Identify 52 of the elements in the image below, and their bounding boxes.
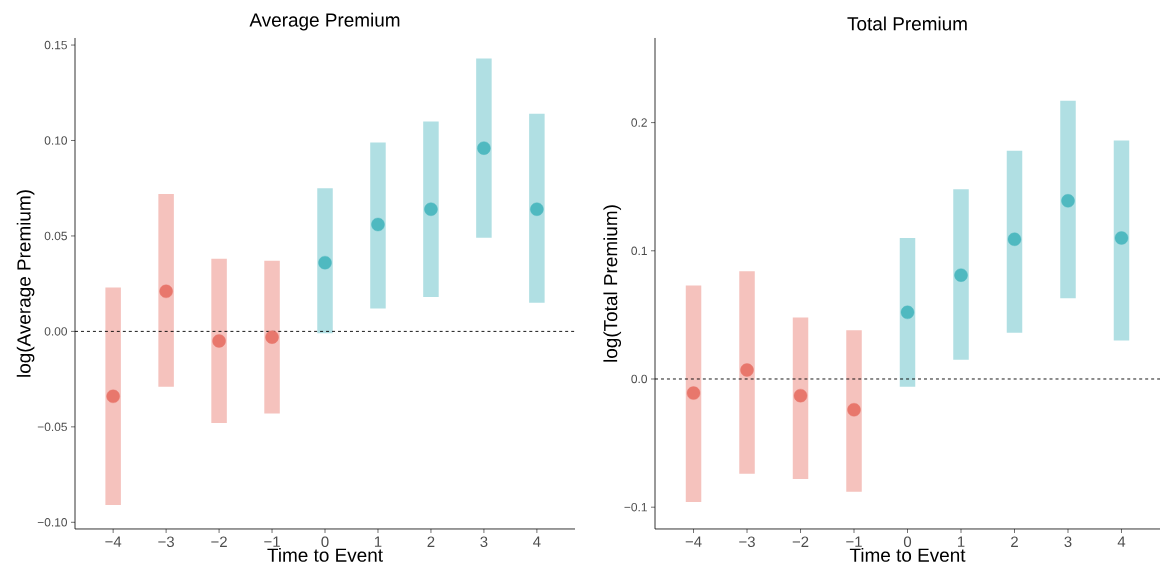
x-tick-label: 2 <box>427 536 435 547</box>
x-tick-label: −4 <box>685 536 702 547</box>
x-tick-label: 0 <box>903 536 912 548</box>
x-tick-label: 2 <box>1011 536 1018 547</box>
x-tick-label: −4 <box>105 536 122 547</box>
x-tick-label: −2 <box>792 536 809 547</box>
x-tick-label: 0 <box>321 536 329 548</box>
x-axis-title: Time to Event <box>267 547 383 562</box>
point <box>265 330 279 344</box>
y-tick-label: 0.0 <box>631 374 648 384</box>
x-tick-label: 4 <box>1117 536 1126 547</box>
y-tick-label: 0.1 <box>631 246 647 256</box>
point <box>371 217 385 232</box>
y-tick-label: 0.10 <box>44 136 68 145</box>
point <box>954 268 968 282</box>
point <box>847 403 861 417</box>
x-tick-label: −3 <box>739 536 755 548</box>
point <box>318 255 332 270</box>
point <box>793 388 808 403</box>
point <box>212 334 226 348</box>
x-tick-label: 1 <box>374 536 382 547</box>
point <box>1061 194 1075 208</box>
x-tick-label: 1 <box>957 536 965 547</box>
y-tick-label: 0.15 <box>44 40 67 50</box>
y-tick-label: 0.2 <box>631 118 647 127</box>
point <box>424 202 438 216</box>
point <box>159 284 173 299</box>
x-tick-label: −1 <box>846 536 862 547</box>
y-tick-label: 0.00 <box>44 327 68 336</box>
point <box>1114 231 1129 245</box>
y-tick-label: −0.10 <box>37 518 68 527</box>
y-axis-title: log(Total Premium) <box>603 205 622 362</box>
x-tick-label: 3 <box>1064 536 1072 548</box>
chart-title: Total Premium <box>847 16 967 31</box>
y-tick-label: −0.05 <box>37 422 67 432</box>
point <box>1007 232 1022 246</box>
point <box>530 202 544 216</box>
y-tick-label: −0.1 <box>624 502 647 512</box>
point <box>740 363 754 377</box>
y-tick-label: 0.05 <box>44 231 67 241</box>
point <box>686 386 701 400</box>
x-tick-label: −2 <box>211 536 227 547</box>
x-tick-label: −3 <box>158 536 174 548</box>
x-tick-label: 4 <box>533 536 541 547</box>
x-axis-title: Time to Event <box>849 547 966 562</box>
x-tick-label: 3 <box>480 536 488 548</box>
point <box>477 141 491 155</box>
point <box>900 305 915 320</box>
point <box>106 389 120 404</box>
y-axis-title: log(Average Premium) <box>16 190 35 377</box>
x-tick-label: −1 <box>264 536 280 547</box>
chart-title: Average Premium <box>249 12 400 31</box>
